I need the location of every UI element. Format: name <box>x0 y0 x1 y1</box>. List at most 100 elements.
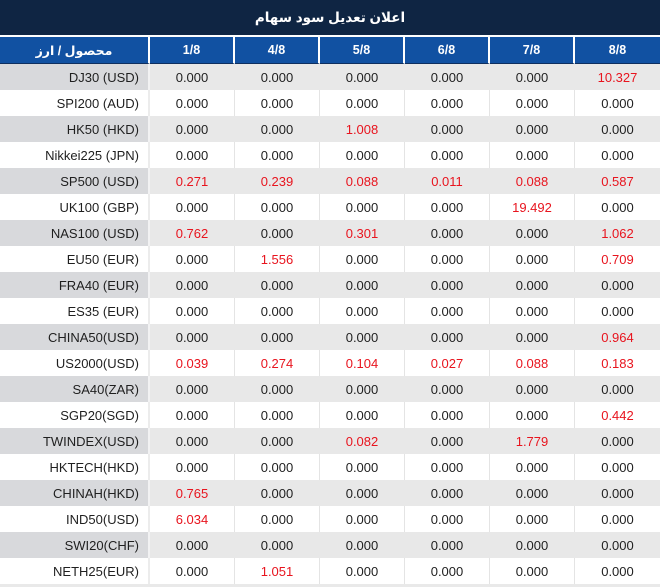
value-cell: 0.000 <box>490 324 575 350</box>
value-cell: 0.000 <box>490 90 575 116</box>
value-cell: 0.000 <box>150 246 235 272</box>
value-cell: 0.709 <box>575 246 660 272</box>
value-cell: 0.000 <box>235 454 320 480</box>
value-cell: 0.000 <box>490 64 575 90</box>
table-body: DJ30 (USD) 0.000 0.000 0.000 0.000 0.000 10.32… <box>0 64 660 584</box>
instrument-label: SGP20(SGD) <box>0 402 150 428</box>
instrument-label: UK100 (GBP) <box>0 194 150 220</box>
table-row: NETH25(EUR) 0.000 1.051 0.000 0.000 0.000 0.00… <box>0 558 660 584</box>
value-cell: 6.034 <box>150 506 235 532</box>
table-row: SA40(ZAR) 0.000 0.000 0.000 0.000 0.000 0.000 <box>0 376 660 402</box>
value-cell: 0.000 <box>235 272 320 298</box>
value-cell: 0.000 <box>150 194 235 220</box>
instrument-label: TWINDEX(USD) <box>0 428 150 454</box>
value-cell: 0.239 <box>235 168 320 194</box>
value-cell: 0.000 <box>490 116 575 142</box>
instrument-label: NAS100 (USD) <box>0 220 150 246</box>
product-currency-column-header: محصول / ارز <box>0 37 150 64</box>
value-cell: 0.000 <box>405 298 490 324</box>
table-row: SPI200 (AUD) 0.000 0.000 0.000 0.000 0.000 0.0… <box>0 90 660 116</box>
value-cell: 0.000 <box>490 506 575 532</box>
table-row: HKTECH(HKD) 0.000 0.000 0.000 0.000 0.000 0.00… <box>0 454 660 480</box>
column-header-6-8: 6/8 <box>405 37 490 64</box>
value-cell: 0.000 <box>320 376 405 402</box>
value-cell: 0.000 <box>575 272 660 298</box>
value-cell: 0.000 <box>320 246 405 272</box>
value-cell: 0.000 <box>405 532 490 558</box>
instrument-label: US2000(USD) <box>0 350 150 376</box>
column-header-1-8: 1/8 <box>150 37 235 64</box>
table-row: CHINA50(USD) 0.000 0.000 0.000 0.000 0.000 0.9… <box>0 324 660 350</box>
value-cell: 1.779 <box>490 428 575 454</box>
instrument-label: EU50 (EUR) <box>0 246 150 272</box>
instrument-label: FRA40 (EUR) <box>0 272 150 298</box>
value-cell: 0.000 <box>490 298 575 324</box>
value-cell: 0.000 <box>320 558 405 584</box>
value-cell: 0.183 <box>575 350 660 376</box>
value-cell: 0.000 <box>320 142 405 168</box>
instrument-label: SA40(ZAR) <box>0 376 150 402</box>
value-cell: 0.000 <box>490 454 575 480</box>
value-cell: 0.000 <box>490 272 575 298</box>
value-cell: 0.000 <box>235 506 320 532</box>
value-cell: 0.000 <box>235 480 320 506</box>
table-row: SGP20(SGD) 0.000 0.000 0.000 0.000 0.000 0.442 <box>0 402 660 428</box>
value-cell: 0.000 <box>235 324 320 350</box>
value-cell: 0.762 <box>150 220 235 246</box>
value-cell: 0.000 <box>235 116 320 142</box>
value-cell: 0.000 <box>575 480 660 506</box>
instrument-label: CHINAH(HKD) <box>0 480 150 506</box>
table-row: ES35 (EUR) 0.000 0.000 0.000 0.000 0.000 0.000 <box>0 298 660 324</box>
value-cell: 0.000 <box>490 376 575 402</box>
value-cell: 0.088 <box>320 168 405 194</box>
table-row: NAS100 (USD) 0.762 0.000 0.301 0.000 0.000 1.0… <box>0 220 660 246</box>
table-row: US2000(USD) 0.039 0.274 0.104 0.027 0.088 0.18… <box>0 350 660 376</box>
value-cell: 0.000 <box>150 272 235 298</box>
instrument-label: CHINA50(USD) <box>0 324 150 350</box>
value-cell: 0.000 <box>490 142 575 168</box>
column-header-8-8: 8/8 <box>575 37 660 64</box>
value-cell: 0.587 <box>575 168 660 194</box>
value-cell: 0.274 <box>235 350 320 376</box>
value-cell: 0.000 <box>405 376 490 402</box>
instrument-label: HK50 (HKD) <box>0 116 150 142</box>
value-cell: 0.000 <box>150 402 235 428</box>
table-row: FRA40 (EUR) 0.000 0.000 0.000 0.000 0.000 0.00… <box>0 272 660 298</box>
value-cell: 0.000 <box>405 454 490 480</box>
value-cell: 0.964 <box>575 324 660 350</box>
value-cell: 0.000 <box>235 64 320 90</box>
table-row: DJ30 (USD) 0.000 0.000 0.000 0.000 0.000 10.32… <box>0 64 660 90</box>
value-cell: 0.000 <box>150 64 235 90</box>
value-cell: 0.000 <box>575 194 660 220</box>
value-cell: 1.062 <box>575 220 660 246</box>
announcement-title: اعلان تعديل سود سهام <box>254 9 406 25</box>
value-cell: 0.000 <box>575 90 660 116</box>
value-cell: 0.027 <box>405 350 490 376</box>
instrument-label: SWI20(CHF) <box>0 532 150 558</box>
value-cell: 0.000 <box>235 220 320 246</box>
value-cell: 0.011 <box>405 168 490 194</box>
value-cell: 0.301 <box>320 220 405 246</box>
value-cell: 0.000 <box>235 90 320 116</box>
value-cell: 1.556 <box>235 246 320 272</box>
value-cell: 0.000 <box>235 532 320 558</box>
column-header-5-8: 5/8 <box>320 37 405 64</box>
value-cell: 0.000 <box>405 402 490 428</box>
instrument-label: ES35 (EUR) <box>0 298 150 324</box>
value-cell: 0.000 <box>320 402 405 428</box>
value-cell: 0.000 <box>150 454 235 480</box>
value-cell: 0.000 <box>405 246 490 272</box>
value-cell: 0.000 <box>320 324 405 350</box>
value-cell: 0.000 <box>405 506 490 532</box>
value-cell: 0.000 <box>490 558 575 584</box>
value-cell: 0.442 <box>575 402 660 428</box>
value-cell: 0.088 <box>490 350 575 376</box>
value-cell: 0.000 <box>575 142 660 168</box>
value-cell: 0.000 <box>405 480 490 506</box>
value-cell: 0.000 <box>320 272 405 298</box>
value-cell: 0.000 <box>320 90 405 116</box>
table-row: UK100 (GBP) 0.000 0.000 0.000 0.000 19.492 0.0… <box>0 194 660 220</box>
value-cell: 0.000 <box>320 64 405 90</box>
column-header-4-8: 4/8 <box>235 37 320 64</box>
value-cell: 0.000 <box>150 298 235 324</box>
